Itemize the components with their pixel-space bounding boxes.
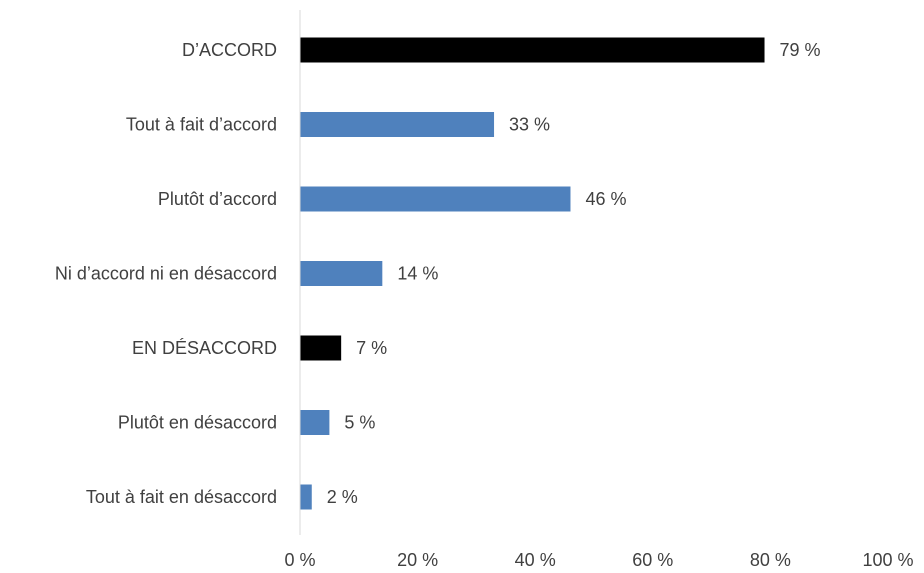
data-label-ni-d-accord-ni-en-desaccord: 14 % bbox=[397, 264, 438, 284]
value-labels-group: 79 % 33 % 46 % 14 % 7 % 5 % 2 % bbox=[327, 40, 821, 507]
bar-plutot-en-desaccord bbox=[300, 410, 330, 435]
bar-d-accord bbox=[300, 37, 765, 63]
bar-en-desaccord bbox=[300, 335, 342, 361]
category-labels-group: D’ACCORD Tout à fait d’accord Plutôt d’acc… bbox=[55, 40, 277, 507]
x-axis-tick-labels-group: 0 % 20 % 40 % 60 % 80 % 100 % bbox=[284, 550, 913, 570]
category-label-en-desaccord: EN DÉSACCORD bbox=[132, 338, 277, 358]
bar-tout-a-fait-en-desaccord bbox=[300, 484, 312, 510]
x-tick-label-40: 40 % bbox=[515, 550, 556, 570]
category-label-d-accord: D’ACCORD bbox=[182, 40, 277, 60]
data-label-plutot-d-accord: 46 % bbox=[585, 189, 626, 209]
data-label-tout-a-fait-en-desaccord: 2 % bbox=[327, 487, 358, 507]
data-label-tout-a-fait-d-accord: 33 % bbox=[509, 115, 550, 135]
data-label-d-accord: 79 % bbox=[780, 40, 821, 60]
bar-plutot-d-accord bbox=[300, 186, 571, 212]
category-label-tout-a-fait-en-desaccord: Tout à fait en désaccord bbox=[86, 487, 277, 507]
x-tick-label-80: 80 % bbox=[750, 550, 791, 570]
x-tick-label-60: 60 % bbox=[632, 550, 673, 570]
x-tick-label-0: 0 % bbox=[284, 550, 315, 570]
data-label-en-desaccord: 7 % bbox=[356, 338, 387, 358]
category-label-ni-d-accord-ni-en-desaccord: Ni d’accord ni en désaccord bbox=[55, 264, 277, 284]
bars-group bbox=[300, 37, 765, 510]
bar-ni-d-accord-ni-en-desaccord bbox=[300, 261, 383, 286]
category-label-plutot-d-accord: Plutôt d’accord bbox=[158, 189, 277, 209]
data-label-plutot-en-desaccord: 5 % bbox=[344, 413, 375, 433]
x-tick-label-100: 100 % bbox=[862, 550, 913, 570]
category-label-plutot-en-desaccord: Plutôt en désaccord bbox=[118, 413, 277, 433]
bar-tout-a-fait-d-accord bbox=[300, 112, 495, 137]
category-label-tout-a-fait-d-accord: Tout à fait d’accord bbox=[126, 115, 277, 135]
x-tick-label-20: 20 % bbox=[397, 550, 438, 570]
